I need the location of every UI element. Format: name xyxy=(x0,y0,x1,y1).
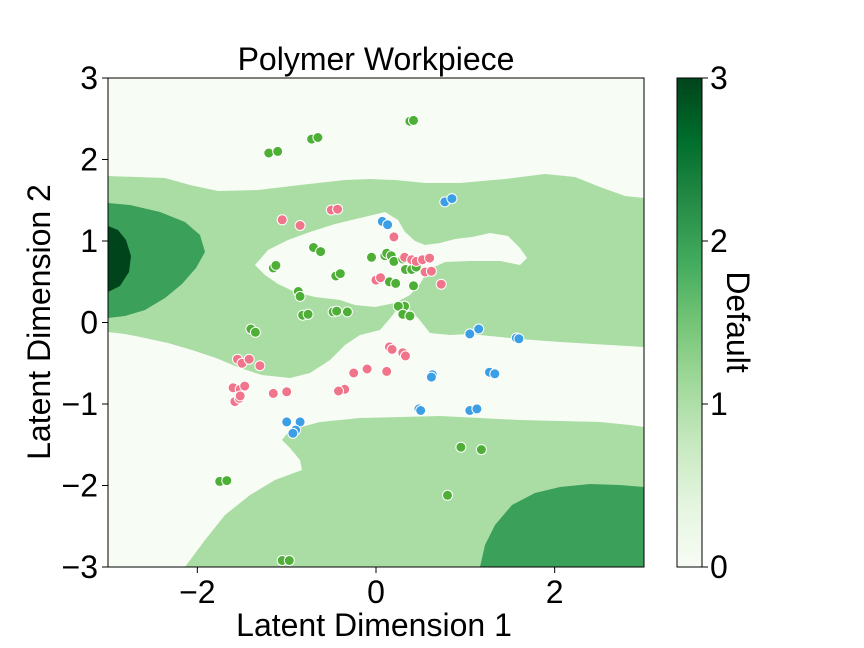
scatter-point-series-0 xyxy=(366,251,377,263)
scatter-point-series-0 xyxy=(341,306,353,318)
scatter-point-series-2 xyxy=(287,427,299,439)
scatter-point-series-2 xyxy=(446,193,458,205)
y-tick-label: 1 xyxy=(80,223,98,259)
scatter-point-series-1 xyxy=(424,252,436,264)
colorbar-label: Default xyxy=(720,271,756,373)
contour-level-2-left-region xyxy=(108,203,205,318)
scatter-point-series-1 xyxy=(435,278,447,290)
scatter-point-series-0 xyxy=(283,555,295,566)
scatter-point-series-2 xyxy=(382,219,394,231)
scatter-point-series-1 xyxy=(239,380,251,392)
contour-background xyxy=(108,78,644,567)
y-tick-label: −1 xyxy=(62,386,98,422)
scatter-point-series-0 xyxy=(270,259,282,271)
scatter-point-series-1 xyxy=(361,363,373,375)
colorbar-gradient xyxy=(676,77,703,568)
scatter-point-series-0 xyxy=(404,310,416,322)
scatter-point-series-1 xyxy=(281,386,293,398)
colorbar-ticks: 0 1 2 3 xyxy=(702,60,728,585)
scatter-point-series-2 xyxy=(471,403,483,415)
scatter-point-series-1 xyxy=(348,367,360,379)
scatter-point-series-1 xyxy=(254,360,266,372)
scatter-point-series-0 xyxy=(294,290,306,302)
scatter-point-series-0 xyxy=(475,444,487,456)
chart-title: Polymer Workpiece xyxy=(238,41,515,77)
scatter-point-series-0 xyxy=(272,145,284,157)
colorbar-tick-label: 1 xyxy=(710,386,728,422)
scatter-point-series-0 xyxy=(408,280,419,292)
scatter-point-series-0 xyxy=(408,114,419,126)
contour-level-2-right-region xyxy=(480,484,644,567)
scatter-point-series-1 xyxy=(276,214,288,226)
scatter-point-series-1 xyxy=(243,353,255,365)
scatter-point-series-0 xyxy=(302,308,314,320)
x-axis-label: Latent Dimension 1 xyxy=(236,607,512,643)
scatter-point-series-1 xyxy=(400,350,411,362)
y-tick-label: −3 xyxy=(62,549,98,585)
scatter-point-series-0 xyxy=(249,326,261,338)
scatter-point-series-1 xyxy=(386,343,398,355)
plot-area xyxy=(108,78,644,567)
scatter-point-series-0 xyxy=(442,489,453,501)
scatter-point-series-1 xyxy=(333,385,344,397)
y-axis: −3 −2 −1 0 1 2 3 xyxy=(62,60,108,585)
x-tick-label: 2 xyxy=(546,574,564,610)
scatter-point-series-1 xyxy=(234,390,246,402)
x-axis: −2 0 2 xyxy=(179,567,564,610)
scatter-point-series-1 xyxy=(332,203,344,215)
colorbar: 0 1 2 3 Default xyxy=(676,60,756,585)
contour-level-3-region xyxy=(108,226,131,292)
scatter-point-series-2 xyxy=(513,333,525,345)
scatter-point-series-0 xyxy=(312,132,324,143)
scatter-point-series-0 xyxy=(331,305,343,317)
scatter-point-series-0 xyxy=(221,475,233,487)
scatter-point-series-0 xyxy=(315,246,327,258)
colorbar-tick-label: 3 xyxy=(710,60,728,96)
x-tick-label: −2 xyxy=(179,574,215,610)
scatter-points xyxy=(214,114,525,566)
x-tick-label: 0 xyxy=(367,574,385,610)
scatter-point-series-2 xyxy=(464,328,476,340)
scatter-point-series-0 xyxy=(334,268,346,280)
y-tick-label: 0 xyxy=(80,305,98,341)
scatter-point-series-1 xyxy=(294,220,306,231)
scatter-point-series-1 xyxy=(388,231,400,243)
scatter-point-series-2 xyxy=(489,368,501,380)
scatter-point-series-2 xyxy=(415,405,427,416)
scatter-point-series-0 xyxy=(455,441,467,453)
scatter-point-series-1 xyxy=(375,272,386,284)
scatter-point-series-2 xyxy=(294,416,306,428)
scatter-point-series-0 xyxy=(390,277,402,289)
scatter-point-series-1 xyxy=(267,387,279,399)
y-tick-label: 2 xyxy=(80,142,98,178)
scatter-point-series-2 xyxy=(425,371,437,383)
y-tick-label: −2 xyxy=(62,468,98,504)
scatter-point-series-1 xyxy=(425,265,437,277)
scatter-point-series-1 xyxy=(381,365,393,377)
scatter-point-series-2 xyxy=(281,416,293,428)
scatter-point-series-2 xyxy=(473,323,485,335)
y-axis-label: Latent Dimension 2 xyxy=(21,184,57,460)
colorbar-tick-label: 0 xyxy=(710,549,728,585)
colorbar-tick-label: 2 xyxy=(710,223,728,259)
scatter-point-series-0 xyxy=(263,147,275,159)
contour-level-1-region xyxy=(108,174,644,378)
y-tick-label: 3 xyxy=(80,60,98,96)
